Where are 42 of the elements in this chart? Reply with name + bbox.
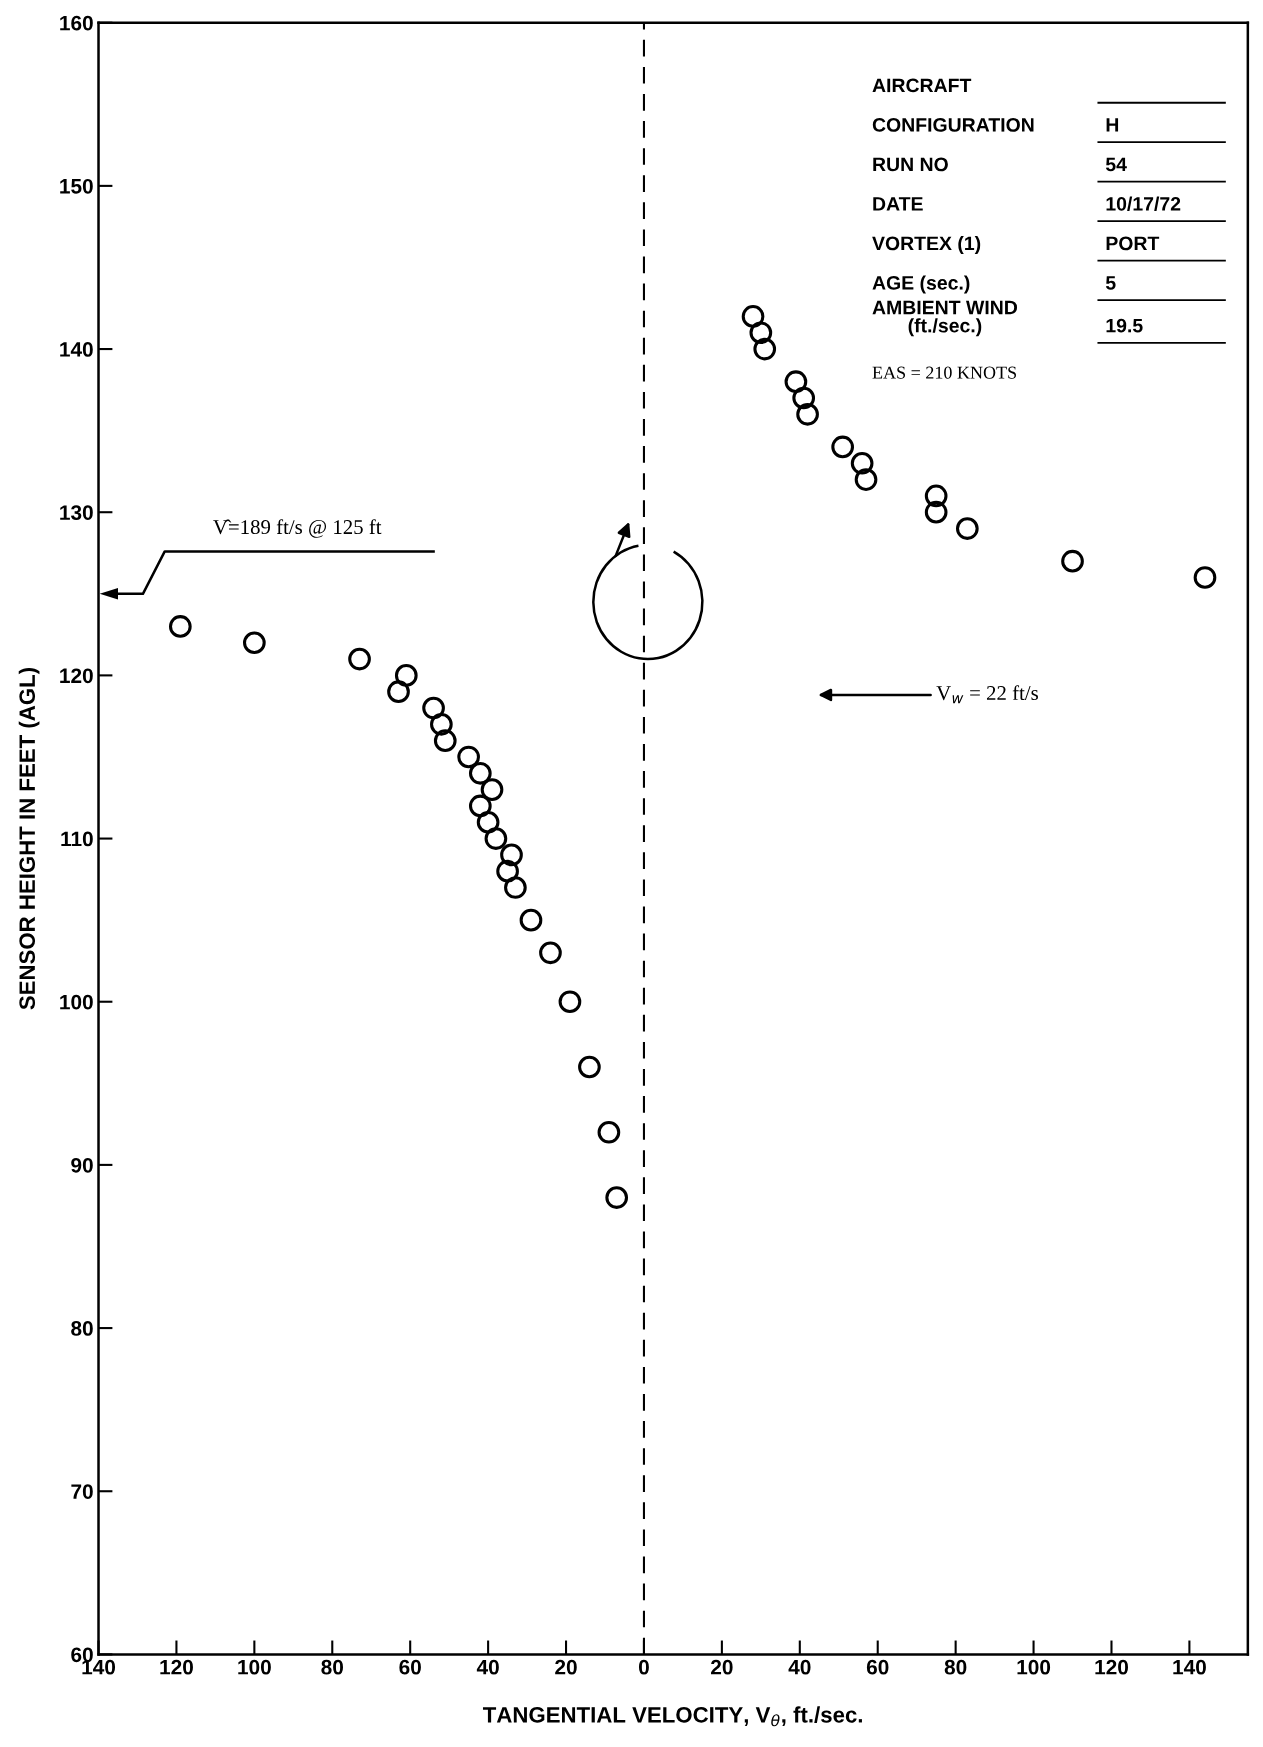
annotation: V$_{w}$ = 22 ft/s bbox=[936, 685, 1038, 704]
y-tick-label: 70 bbox=[71, 1484, 93, 1499]
y-tick-label: 80 bbox=[71, 1321, 93, 1336]
y-tick-label: 100 bbox=[60, 994, 93, 1010]
x-tick-label: 80 bbox=[321, 1659, 344, 1675]
annotation: CONFIGURATION bbox=[872, 118, 1034, 132]
annotation: AGE (sec.) bbox=[872, 275, 970, 294]
x-axis-title: TANGENTIAL VELOCITY, V$_{θ}$, ft./sec. bbox=[482, 1706, 862, 1727]
x-tick-label: 80 bbox=[944, 1659, 967, 1675]
annotation: DATE bbox=[873, 197, 923, 211]
x-tick-label: 20 bbox=[555, 1659, 577, 1675]
annotation: V̂=189 ft/s @ 125 ft bbox=[213, 519, 382, 538]
y-tick-label: 120 bbox=[60, 668, 93, 684]
annotation: 54 bbox=[1105, 157, 1127, 172]
annotation: 5 bbox=[1105, 276, 1116, 290]
annotation: 19.5 bbox=[1106, 318, 1143, 333]
y-tick-label: 90 bbox=[71, 1157, 93, 1173]
annotation: RUN NO bbox=[873, 157, 948, 172]
x-tick-label: 100 bbox=[238, 1659, 271, 1675]
y-tick-label: 150 bbox=[60, 178, 93, 194]
y-tick-label: 130 bbox=[60, 505, 93, 520]
x-tick-label: 60 bbox=[866, 1659, 889, 1675]
x-tick-label: 60 bbox=[399, 1659, 421, 1675]
y-axis-title: SENSOR HEIGHT IN FEET (AGL) bbox=[18, 668, 40, 1010]
x-tick-label: 40 bbox=[788, 1659, 811, 1675]
y-tick-label: 110 bbox=[61, 831, 93, 847]
annotation: 10/17/72 bbox=[1106, 196, 1181, 211]
x-tick-label: 140 bbox=[1173, 1659, 1206, 1675]
annotation: H bbox=[1106, 118, 1119, 132]
x-tick-label: 40 bbox=[476, 1659, 499, 1675]
y-tick-label: 140 bbox=[60, 342, 93, 357]
y-tick-label: 160 bbox=[60, 15, 93, 31]
x-tick-label: 0 bbox=[638, 1659, 649, 1675]
x-tick-label: 20 bbox=[711, 1659, 733, 1675]
annotation: PORT bbox=[1106, 236, 1160, 251]
annotation: VORTEX (1) bbox=[872, 235, 981, 255]
x-tick-label: 100 bbox=[1017, 1659, 1051, 1675]
x-tick-label: 120 bbox=[160, 1659, 193, 1675]
x-tick-label: 120 bbox=[1095, 1659, 1129, 1675]
annotation: AMBIENT WIND (ft./sec.) bbox=[872, 300, 1018, 337]
annotation: EAS = 210 KNOTS bbox=[872, 366, 1016, 379]
annotation: AIRCRAFT bbox=[872, 78, 972, 93]
